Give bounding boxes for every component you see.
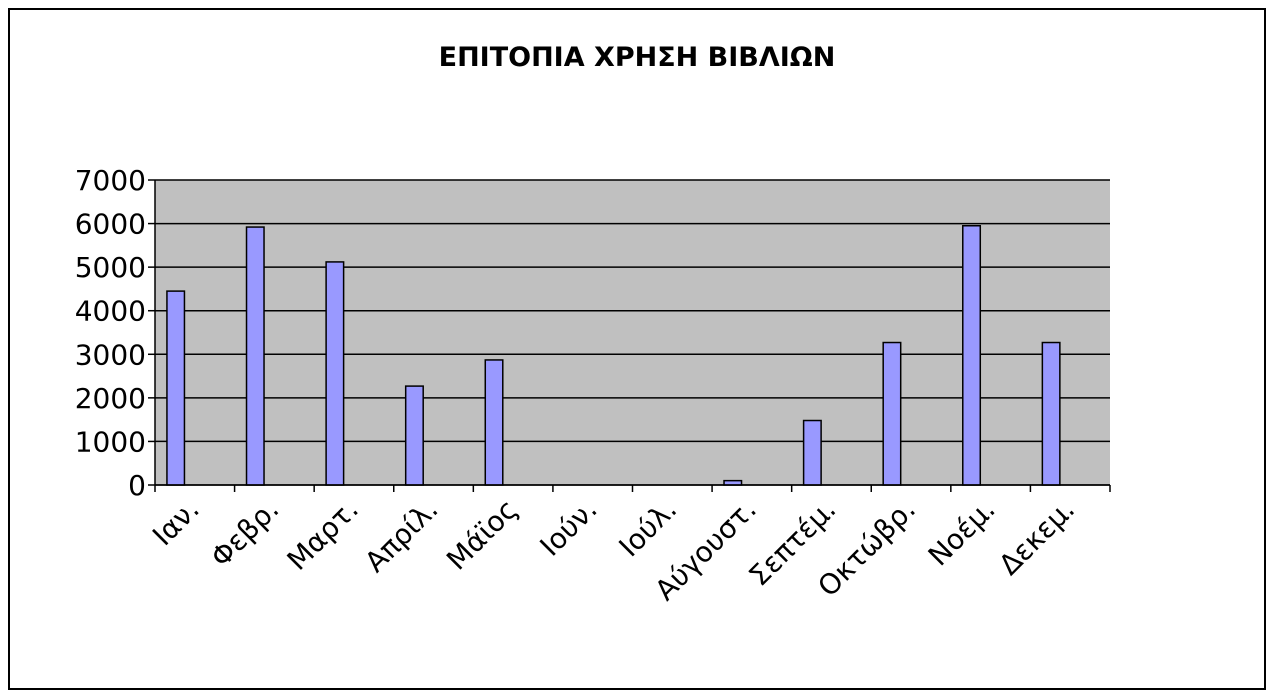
- bar: [802, 419, 822, 486]
- bar: [166, 290, 186, 486]
- y-tick-label: 0: [128, 469, 146, 502]
- bar: [245, 226, 265, 486]
- y-tick-label: 4000: [75, 295, 146, 328]
- chart-title: ΕΠΙΤΟΠΙΑ ΧΡΗΣΗ ΒΙΒΛΙΩΝ: [439, 42, 836, 73]
- plot-area: [155, 180, 1110, 485]
- bar: [325, 261, 345, 486]
- y-tick-label: 3000: [75, 338, 146, 371]
- y-tick-label: 7000: [75, 164, 146, 197]
- y-tick-label: 5000: [75, 251, 146, 284]
- y-tick-label: 2000: [75, 382, 146, 415]
- bar: [1041, 341, 1061, 486]
- bar: [484, 359, 504, 486]
- y-tick-label: 1000: [75, 425, 146, 458]
- bar: [404, 385, 424, 486]
- bar: [882, 341, 902, 486]
- bar: [962, 225, 982, 486]
- y-tick-label: 6000: [75, 208, 146, 241]
